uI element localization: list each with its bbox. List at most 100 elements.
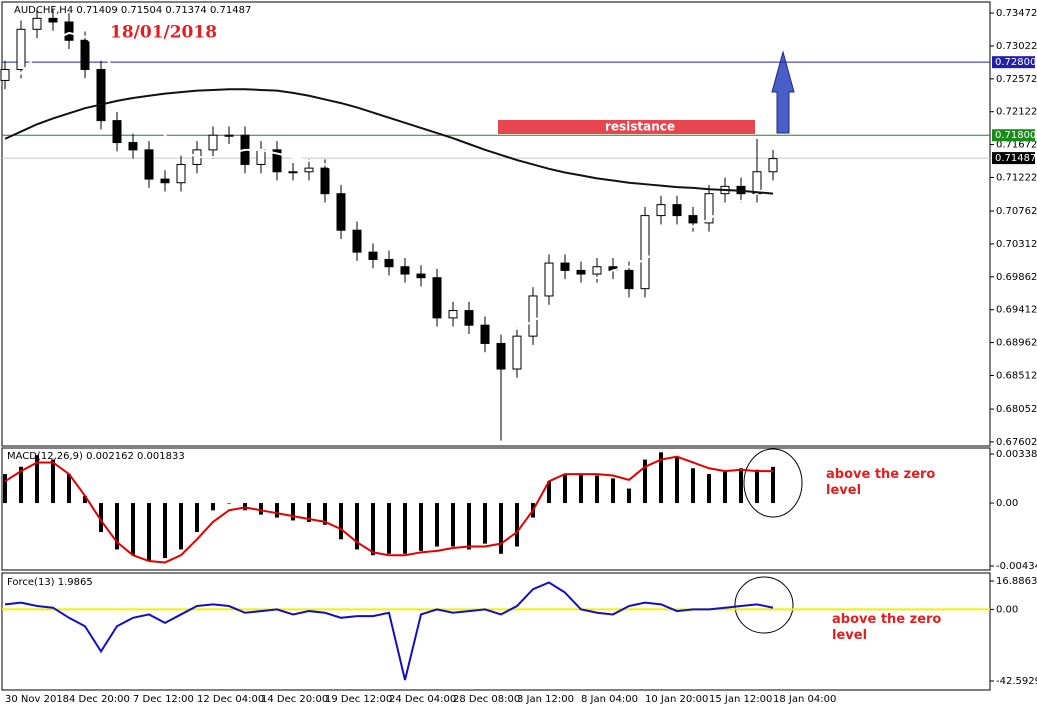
level-label: 0.72800 (995, 57, 1036, 68)
y-tick-label: 0.72122 (996, 107, 1037, 118)
macd-bar (739, 468, 743, 504)
macd-bar (211, 503, 215, 511)
macd-bar (131, 503, 135, 556)
y-tick-label: 0.68962 (996, 338, 1037, 349)
candle-body (96, 68, 106, 122)
macd-bar (307, 503, 311, 522)
macd-bar (643, 459, 647, 504)
candle-body (640, 215, 650, 290)
y-tick-label: 0.003382 (996, 449, 1037, 460)
macd-bar (323, 503, 327, 525)
highlight-circle (734, 576, 794, 634)
y-tick-label: -0.004342 (996, 561, 1037, 572)
candle-body (368, 251, 378, 260)
resistance-zone (498, 120, 755, 134)
macd-bar (771, 466, 775, 504)
candle-body (224, 134, 234, 137)
candle-body (464, 310, 474, 326)
candle-body (544, 262, 554, 297)
macd-bar (483, 503, 487, 544)
candle-body (576, 269, 586, 275)
level-tag (992, 56, 1035, 69)
series-line (4, 88, 774, 195)
macd-bar (355, 503, 359, 550)
x-tick-label: 10 Jan 20:00 (645, 694, 708, 705)
y-tick-label: 0.70312 (996, 239, 1037, 250)
macd-bar (723, 471, 727, 504)
candle-body (704, 193, 714, 224)
macd-bar (179, 503, 183, 550)
macd-title: MACD(12,26,9) 0.002162 0.001833 (7, 451, 185, 462)
force-title: Force(13) 1.9865 (7, 577, 93, 588)
candle-body (352, 229, 362, 253)
macd-bar (371, 503, 375, 556)
x-tick-label: 18 Jan 04:00 (773, 694, 836, 705)
candle-body (320, 167, 330, 195)
candle-body (144, 149, 154, 180)
main-panel (1, 1, 991, 447)
macd-bar (451, 503, 455, 547)
y-tick-label: 16.8863 (996, 576, 1037, 587)
x-tick-label: 12 Dec 04:00 (197, 694, 264, 705)
y-tick-label: 0.70762 (996, 206, 1037, 217)
macd-bar (115, 503, 119, 550)
macd-bar (163, 503, 167, 559)
candle-body (400, 266, 410, 275)
macd-bar (547, 481, 551, 504)
macd-bar (627, 488, 631, 504)
candle-body (304, 167, 314, 173)
candle-body (208, 134, 218, 151)
x-tick-label: 7 Dec 12:00 (133, 694, 194, 705)
level-tag (992, 152, 1035, 165)
y-tick-label: 0.69862 (996, 272, 1037, 283)
x-tick-label: 24 Dec 04:00 (389, 694, 456, 705)
macd-bar (3, 474, 7, 504)
candle-body (656, 204, 666, 217)
up-arrow (771, 50, 795, 134)
x-tick-label: 19 Dec 12:00 (325, 694, 392, 705)
candle-body (752, 171, 762, 195)
candle-body (64, 21, 74, 41)
main-title: AUDCHF,H4 0.71409 0.71504 0.71374 0.7148… (14, 5, 251, 16)
y-tick-label: -42.5929 (996, 676, 1037, 687)
level-label: 0.71487 (995, 153, 1036, 164)
y-tick-label: 0.73472 (996, 8, 1037, 19)
x-tick-label: 4 Dec 20:00 (69, 694, 130, 705)
y-tick-label: 0.69412 (996, 305, 1037, 316)
candle-body (560, 262, 570, 271)
y-tick-label: 0.73022 (996, 41, 1037, 52)
y-tick-label: 0.71672 (996, 140, 1037, 151)
macd-bar (691, 468, 695, 504)
macd-bar (467, 503, 471, 550)
macd-bar (339, 503, 343, 540)
macd-bar (83, 495, 87, 504)
macd-bar (147, 503, 151, 562)
macd-bar (275, 503, 279, 518)
macd-bar (259, 503, 263, 515)
zone-label: resistance (605, 120, 675, 134)
candle-body (0, 68, 10, 81)
candle-body (32, 17, 42, 30)
x-tick-label: 14 Dec 20:00 (261, 694, 328, 705)
candle-body (480, 324, 490, 344)
level-label: 0.71800 (995, 130, 1036, 141)
macd-bar (579, 474, 583, 504)
candle-body (384, 258, 394, 268)
candle-body (288, 171, 298, 174)
y-tick-label: 0.67602 (996, 437, 1037, 448)
macd-bar (67, 474, 71, 504)
candle-body (272, 149, 282, 173)
candle-body (592, 266, 602, 275)
macd-bar (659, 452, 663, 504)
macd-bar (595, 475, 599, 504)
macd-bar (419, 503, 423, 551)
y-tick-label: 0.71222 (996, 172, 1037, 183)
series-line (4, 31, 774, 330)
level-tag (992, 129, 1035, 142)
macd-bar (195, 503, 199, 533)
macd-bar (227, 503, 231, 504)
macd-bar (403, 503, 407, 554)
y-tick-label: 0.68052 (996, 404, 1037, 415)
